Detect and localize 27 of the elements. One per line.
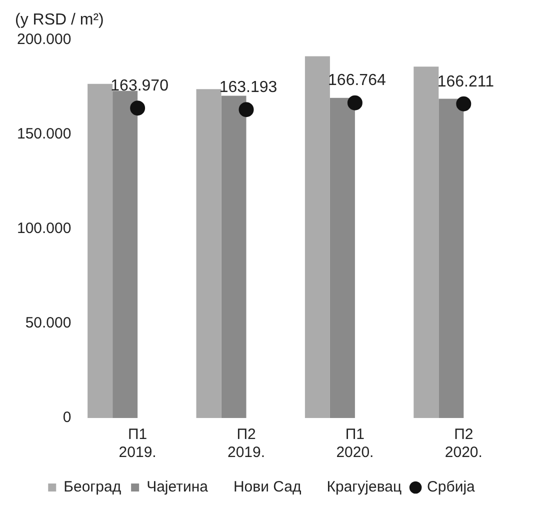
x-tick-label: П1 2019. bbox=[118, 426, 156, 462]
x-tick-label: П1 2020. bbox=[336, 426, 374, 462]
legend-label: Србија bbox=[427, 478, 476, 496]
bar bbox=[438, 98, 464, 418]
text: Нови Сад bbox=[233, 478, 302, 496]
bar bbox=[112, 90, 138, 418]
x-tick-label: П2 2019. bbox=[227, 426, 266, 462]
data-label: 163.193 bbox=[219, 78, 278, 96]
data-label: 166.211 bbox=[437, 73, 494, 90]
y-tick-label: 0 bbox=[62, 409, 72, 426]
x-tick-label: П2 2020. bbox=[444, 426, 482, 462]
bar bbox=[221, 96, 246, 418]
legend-label: Београд bbox=[64, 478, 122, 496]
y-axis-title: (у RSD / m²) bbox=[15, 11, 104, 28]
bar bbox=[330, 98, 355, 418]
data-label: 163.970 bbox=[110, 78, 169, 95]
bar bbox=[196, 89, 222, 418]
y-tick-label: 50.000 bbox=[25, 314, 72, 332]
bar bbox=[88, 84, 113, 418]
text: Крагујевац bbox=[326, 478, 402, 496]
bar bbox=[414, 66, 439, 418]
y-tick-label: 200.000 bbox=[16, 31, 72, 48]
bar bbox=[304, 56, 330, 418]
y-tick-label: 100.000 bbox=[16, 220, 72, 238]
legend-label: Чајетина bbox=[146, 478, 209, 496]
data-label: 166.764 bbox=[328, 72, 386, 90]
y-tick-label: 150.000 bbox=[16, 126, 72, 143]
